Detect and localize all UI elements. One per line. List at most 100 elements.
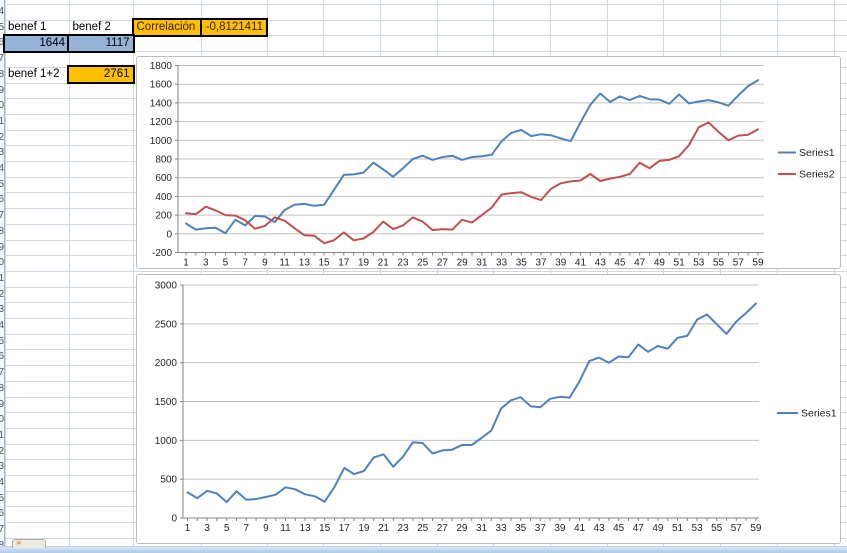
svg-text:200: 200 xyxy=(155,210,172,221)
cell-sum-label[interactable]: benef 1+2 xyxy=(8,67,60,80)
row-number: 4 xyxy=(0,475,4,491)
svg-text:59: 59 xyxy=(752,257,764,268)
legend-label-series2: Series2 xyxy=(799,168,835,180)
svg-text:53: 53 xyxy=(692,523,704,534)
svg-text:35: 35 xyxy=(515,523,527,534)
chart-benef1-vs-benef2[interactable]: 1800 1600 1400 1200 1000 800 600 400 200 0 -200 1 3 5… xyxy=(136,55,841,269)
horizontal-scrollbar-strip[interactable] xyxy=(0,546,847,553)
svg-text:11: 11 xyxy=(279,257,290,268)
svg-text:59: 59 xyxy=(750,523,762,534)
row-number: 8 xyxy=(0,224,4,240)
axes xyxy=(175,64,764,255)
insert-worksheet-tab[interactable]: ✶ xyxy=(12,539,46,548)
row-number: 3 xyxy=(0,0,4,4)
row-number: 1 xyxy=(0,271,4,287)
svg-text:49: 49 xyxy=(654,257,666,268)
svg-text:3: 3 xyxy=(204,523,210,534)
svg-text:9: 9 xyxy=(263,523,269,534)
row-number: 7 xyxy=(0,51,4,67)
svg-text:21: 21 xyxy=(378,257,390,268)
series-lines xyxy=(186,302,757,504)
row-number: 9 xyxy=(0,83,4,99)
row-number: 5 xyxy=(0,491,4,507)
svg-text:21: 21 xyxy=(378,523,390,534)
svg-text:23: 23 xyxy=(397,257,409,268)
row-number: 4 xyxy=(0,161,4,177)
cell-benef1-label[interactable]: benef 1 xyxy=(8,20,47,33)
cell-correlation-label[interactable]: Correlación xyxy=(131,18,203,37)
cell-benef2-label[interactable]: benef 2 xyxy=(72,20,111,33)
series-line-series1[interactable] xyxy=(185,78,759,234)
svg-text:45: 45 xyxy=(614,257,626,268)
svg-text:11: 11 xyxy=(280,523,291,534)
row-number: 3 xyxy=(0,145,4,161)
svg-text:15: 15 xyxy=(319,523,331,534)
svg-text:57: 57 xyxy=(733,257,745,268)
svg-text:39: 39 xyxy=(555,257,567,268)
row-number-strip[interactable]: 345678901234567890123456789012345678 xyxy=(0,0,5,546)
svg-text:41: 41 xyxy=(574,523,586,534)
row-number: 8 xyxy=(0,381,4,397)
legend-label-series1: Series1 xyxy=(801,408,837,420)
plot-gridlines xyxy=(183,284,759,519)
row-number: 2 xyxy=(0,130,4,146)
svg-text:1000: 1000 xyxy=(155,436,178,447)
row-number: 9 xyxy=(0,240,4,256)
svg-text:37: 37 xyxy=(535,257,547,268)
row-number: 1 xyxy=(0,114,4,130)
row-number: 4 xyxy=(0,4,4,20)
row-number: 4 xyxy=(0,318,4,334)
cell-benef1-value[interactable]: 1644 xyxy=(3,33,70,53)
cell-benef2-value[interactable]: 1117 xyxy=(67,33,135,53)
row-number: 0 xyxy=(0,255,4,271)
svg-text:39: 39 xyxy=(554,523,566,534)
svg-text:23: 23 xyxy=(398,523,410,534)
svg-text:13: 13 xyxy=(299,257,311,268)
svg-text:1: 1 xyxy=(185,523,191,534)
cell-correlation-value[interactable]: -0,8121411 xyxy=(199,18,268,37)
svg-text:1800: 1800 xyxy=(150,61,173,72)
svg-text:51: 51 xyxy=(674,257,686,268)
svg-text:57: 57 xyxy=(731,523,743,534)
cell-sum-value[interactable]: 2761 xyxy=(67,65,135,84)
svg-text:47: 47 xyxy=(633,523,645,534)
svg-text:27: 27 xyxy=(437,257,449,268)
svg-text:17: 17 xyxy=(338,257,350,268)
svg-text:25: 25 xyxy=(417,257,429,268)
svg-text:29: 29 xyxy=(456,523,468,534)
svg-text:49: 49 xyxy=(652,523,664,534)
svg-text:25: 25 xyxy=(417,523,429,534)
row-number: 5 xyxy=(0,177,4,193)
svg-text:1500: 1500 xyxy=(155,397,178,408)
svg-text:43: 43 xyxy=(595,257,607,268)
svg-text:27: 27 xyxy=(437,523,449,534)
svg-text:31: 31 xyxy=(476,257,488,268)
row-number: 3 xyxy=(0,302,4,318)
svg-text:3000: 3000 xyxy=(155,281,178,292)
svg-text:55: 55 xyxy=(713,257,725,268)
svg-text:9: 9 xyxy=(262,257,268,268)
row-number: 2 xyxy=(0,444,4,460)
row-number: 7 xyxy=(0,522,4,538)
svg-text:19: 19 xyxy=(358,523,370,534)
svg-text:53: 53 xyxy=(693,257,705,268)
chart-benef-sum[interactable]: 3000 2500 2000 1500 1000 500 0 1 3 5 7 9 11 13 15 17 19 2… xyxy=(136,274,841,544)
legend[interactable]: Series1 Series2 xyxy=(778,147,835,181)
legend[interactable]: Series1 xyxy=(777,408,837,420)
svg-text:29: 29 xyxy=(457,257,469,268)
svg-text:19: 19 xyxy=(358,257,370,268)
series-line-series2[interactable] xyxy=(185,121,759,244)
svg-text:1: 1 xyxy=(183,257,189,268)
svg-text:47: 47 xyxy=(634,257,646,268)
row-number: 7 xyxy=(0,208,4,224)
row-number: 5 xyxy=(0,334,4,350)
svg-text:41: 41 xyxy=(575,257,587,268)
svg-text:33: 33 xyxy=(496,257,508,268)
svg-text:400: 400 xyxy=(155,191,172,202)
star-icon: ✶ xyxy=(15,539,23,548)
series-line-series1[interactable] xyxy=(186,302,757,504)
